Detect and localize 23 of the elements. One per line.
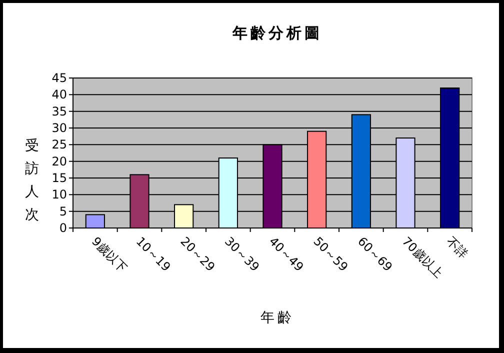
y-tick-label: 30 [52,121,67,135]
y-tick-label: 15 [52,171,67,185]
y-tick-label: 10 [52,188,67,202]
y-tick-label: 0 [59,221,67,235]
y-tick-label: 35 [52,104,67,118]
y-tick-label: 5 [59,204,67,218]
y-tick-label: 20 [52,154,67,168]
x-tick-label: 10～19 [133,234,174,274]
y-tick-label: 25 [52,138,67,152]
x-tick-label: 30～39 [222,234,262,274]
x-tick-label: 9歲以下 [89,234,130,275]
x-tick-label: 20～29 [178,234,218,274]
y-axis-title: 受訪人次 [25,138,39,223]
x-axis-title: 年齡 [260,310,294,326]
x-tick-label: 40～49 [266,234,306,274]
y-tick-label: 45 [52,71,67,85]
x-tick-label: 70歲以上 [399,234,446,280]
x-tick-label: 不詳 [444,234,471,262]
bar [85,214,105,228]
x-tick-label: 50～59 [310,234,351,274]
x-tick-label: 60～69 [355,234,396,274]
chart-title: 年齡分析圖 [232,24,322,42]
y-tick-label: 40 [52,88,67,102]
